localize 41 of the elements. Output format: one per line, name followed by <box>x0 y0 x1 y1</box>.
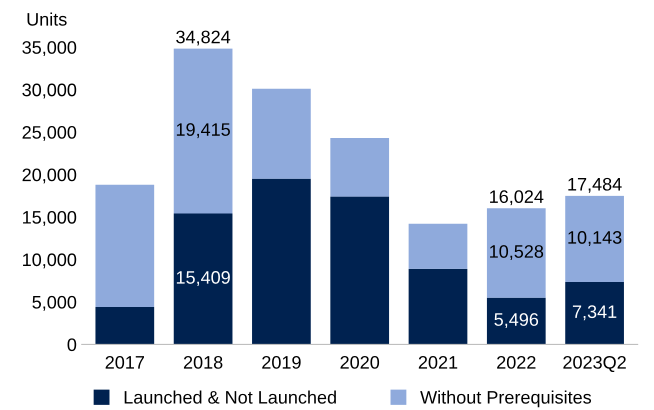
data-label: 19,415 <box>176 123 230 138</box>
bar <box>174 214 232 344</box>
total-label: 17,484 <box>568 178 622 193</box>
bar <box>252 88 311 179</box>
x-tick-label: 2021 <box>418 356 458 369</box>
legend-label: Without Prerequisites <box>420 390 592 408</box>
y-axis-title: Units <box>28 12 67 26</box>
y-tick-label: 0 <box>68 338 76 352</box>
y-tick-label: 10,000 <box>23 253 76 268</box>
y-tick-label: 15,000 <box>23 210 76 226</box>
y-tick-label: 35,000 <box>22 41 76 56</box>
bar <box>330 138 390 197</box>
bar <box>565 196 624 282</box>
data-label: 7,341 <box>572 305 616 320</box>
bar <box>486 208 546 298</box>
bar <box>330 196 390 344</box>
legend-label: Launched & Not Launched <box>124 390 336 404</box>
x-tick-label: 2019 <box>262 356 301 369</box>
bar <box>486 298 546 344</box>
bar <box>174 48 232 214</box>
y-tick-label: 25,000 <box>22 126 76 141</box>
bar <box>95 184 154 308</box>
x-tick-label: 2020 <box>340 356 380 369</box>
x-tick-label: 2018 <box>184 356 222 369</box>
bar <box>565 282 624 344</box>
bar <box>95 307 154 344</box>
data-label: 5,496 <box>494 313 538 328</box>
data-label: 10,528 <box>490 245 544 260</box>
total-label: 34,824 <box>176 30 230 46</box>
data-label: 15,409 <box>176 271 230 286</box>
data-label: 10,143 <box>568 231 622 246</box>
bar <box>252 178 311 344</box>
y-tick-label: 30,000 <box>22 84 76 98</box>
y-tick-label: 5,000 <box>32 296 76 311</box>
x-tick-label: 2023Q2 <box>563 356 626 372</box>
y-tick-label: 20,000 <box>22 168 76 184</box>
total-label: 16,024 <box>490 190 544 206</box>
bar <box>408 224 468 269</box>
x-tick-label: 2017 <box>106 356 144 369</box>
bar <box>408 268 468 344</box>
x-tick-label: 2022 <box>497 356 536 369</box>
